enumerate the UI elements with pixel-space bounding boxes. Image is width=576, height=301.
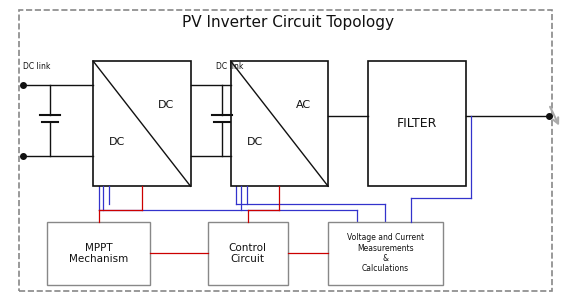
Bar: [328, 222, 443, 285]
Text: DC link: DC link: [23, 63, 51, 72]
Text: DC: DC: [158, 100, 175, 110]
Text: Control
Circuit: Control Circuit: [229, 243, 267, 264]
Text: Voltage and Current
Measurements
&
Calculations: Voltage and Current Measurements & Calcu…: [347, 233, 424, 274]
Text: DC link: DC link: [217, 63, 244, 72]
Bar: [93, 61, 191, 186]
Text: DC: DC: [109, 138, 126, 147]
Bar: [47, 222, 150, 285]
Bar: [368, 61, 466, 186]
Text: PV Inverter Circuit Topology: PV Inverter Circuit Topology: [182, 15, 394, 30]
Text: FILTER: FILTER: [397, 117, 437, 130]
Bar: [208, 222, 288, 285]
Text: DC: DC: [247, 138, 263, 147]
Text: MPPT
Mechanism: MPPT Mechanism: [69, 243, 128, 264]
Bar: [230, 61, 328, 186]
Text: AC: AC: [296, 100, 311, 110]
